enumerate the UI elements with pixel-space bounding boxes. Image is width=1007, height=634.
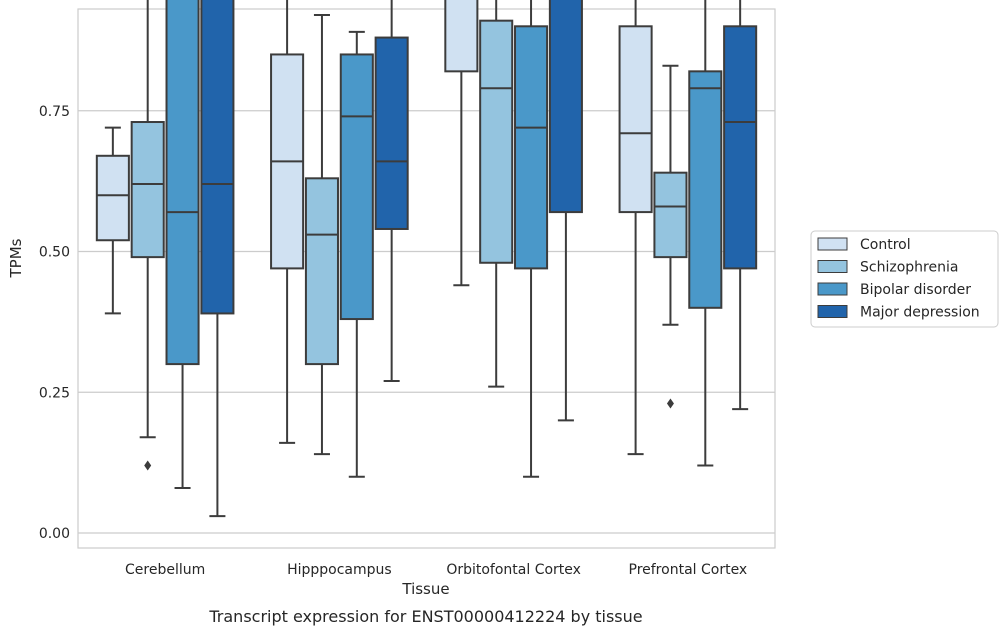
box-body: [200, 0, 235, 315]
legend-label: Control: [860, 237, 911, 253]
x-axis-title: Tissue: [401, 580, 449, 598]
box-schizophrenia: [479, 0, 514, 388]
box-body: [653, 171, 688, 259]
y-tick-label: 0.75: [39, 104, 70, 120]
legend-label: Bipolar disorder: [860, 282, 971, 298]
box-major-depression: [723, 0, 758, 411]
x-tick-label: Cerebellum: [125, 562, 205, 578]
box-groups: [95, 0, 758, 518]
legend-swatch: [817, 260, 848, 273]
legend-frame: [810, 230, 999, 328]
y-axis-ticks: 0.000.250.500.751.001.251.501.75: [39, 104, 70, 542]
box-body: [304, 177, 339, 366]
y-tick-label: 0.50: [39, 245, 70, 261]
box-bipolar-disorder: [165, 0, 200, 489]
box-body: [95, 154, 130, 242]
box-body: [374, 36, 409, 230]
box-control: [95, 126, 130, 315]
y-tick-label: 0.00: [39, 526, 70, 542]
box-body: [479, 19, 514, 264]
box-body: [165, 0, 200, 366]
box-schizophrenia: [653, 64, 688, 409]
legend: Control Schizophrenia Bipolar disorder Majo…: [810, 230, 999, 328]
x-axis-ticks: Cerebellum Hipppocampus Orbitofontal Corte…: [125, 562, 747, 578]
box-body: [548, 0, 583, 214]
box-bipolar-disorder: [514, 0, 549, 478]
box-control: [618, 0, 653, 456]
plot-frame: [77, 8, 776, 549]
box-body: [723, 25, 758, 270]
box-bipolar-disorder: [688, 0, 723, 467]
box-control: [270, 0, 305, 444]
box-body: [339, 53, 374, 321]
box-control: [444, 0, 479, 287]
legend-label: Major depression: [860, 305, 980, 321]
legend-swatch: [817, 282, 848, 296]
box-body: [444, 0, 479, 73]
x-tick-label: Hipppocampus: [287, 562, 392, 578]
box-body: [514, 25, 549, 270]
legend-label: Schizophrenia: [860, 260, 958, 276]
box-major-depression: [548, 0, 583, 422]
box-major-depression: [200, 0, 235, 518]
box-major-depression: [374, 0, 409, 382]
legend-swatch: [817, 237, 848, 251]
box-body: [618, 25, 653, 214]
box-schizophrenia: [304, 14, 339, 456]
legend-swatch: [817, 305, 848, 318]
box-body: [688, 70, 723, 309]
chart-caption: Transcript expression for ENST0000041222…: [208, 607, 642, 626]
y-axis-title: TPMs: [7, 238, 25, 278]
outlier-point: [144, 460, 152, 471]
box-bipolar-disorder: [339, 30, 374, 478]
x-tick-label: Prefrontal Cortex: [629, 562, 748, 578]
y-tick-label: 0.25: [39, 385, 70, 401]
box-body: [130, 121, 165, 259]
box-schizophrenia: [130, 0, 165, 471]
outlier-point: [666, 398, 674, 409]
x-tick-label: Orbitofontal Cortex: [446, 562, 581, 578]
